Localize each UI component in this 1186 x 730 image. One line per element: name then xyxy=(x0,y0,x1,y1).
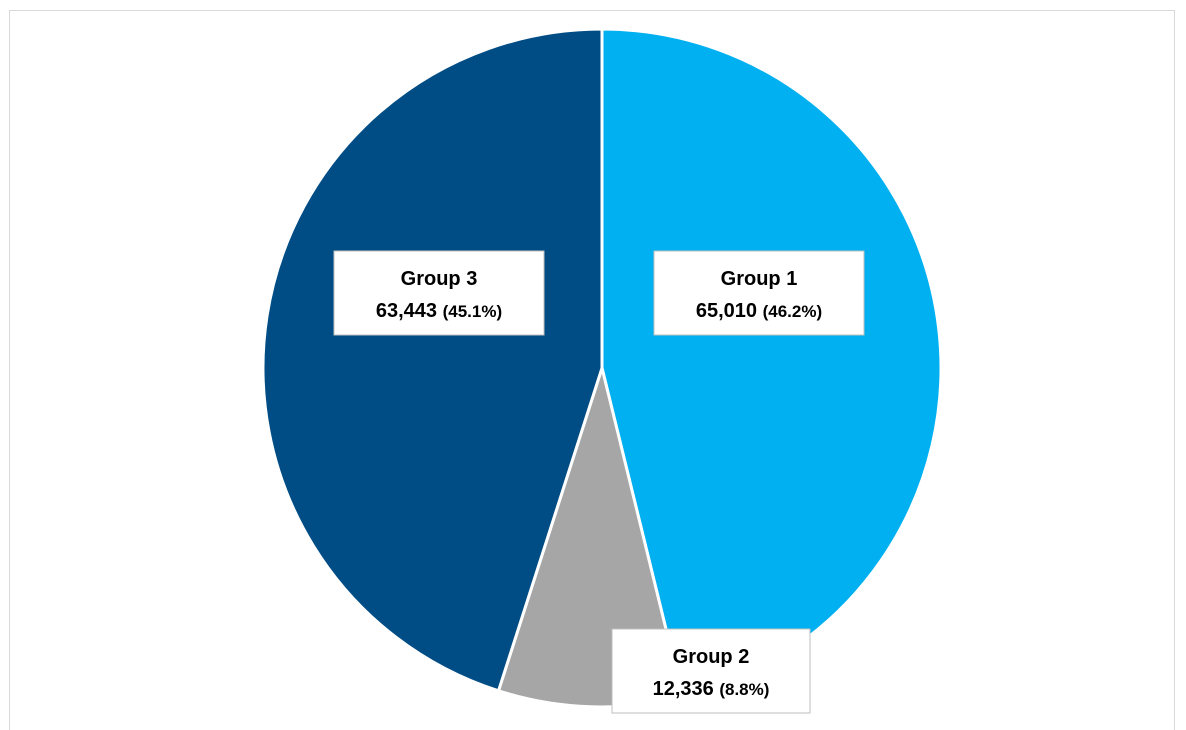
data-label-group-1: Group 1 65,010 (46.2%) xyxy=(653,250,865,336)
pie-slices xyxy=(261,27,943,709)
data-label-percent: (8.8%) xyxy=(719,680,769,699)
data-label-value: 12,336 (8.8%) xyxy=(653,678,770,700)
data-label-group-2: Group 2 12,336 (8.8%) xyxy=(611,628,811,714)
data-label-category: Group 2 xyxy=(673,646,750,668)
data-label-box xyxy=(333,250,545,336)
data-label-count: 63,443 xyxy=(376,300,443,322)
chart-frame xyxy=(9,10,1175,730)
data-label-count: 12,336 xyxy=(653,678,720,700)
data-label-value: 63,443 (45.1%) xyxy=(376,300,502,322)
data-label-box xyxy=(653,250,865,336)
data-label-value: 65,010 (46.2%) xyxy=(696,300,822,322)
data-label-category: Group 1 xyxy=(721,268,798,290)
data-label-group-3: Group 3 63,443 (45.1%) xyxy=(333,250,545,336)
pie-slice-group-3 xyxy=(261,27,604,693)
data-label-count: 65,010 xyxy=(696,300,763,322)
slice-labels: Group 1 65,010 (46.2%) Group 2 12,336 (8.8%… xyxy=(333,250,865,714)
pie-slice-group-1 xyxy=(600,27,943,699)
data-label-percent: (46.2%) xyxy=(763,302,823,321)
data-label-box xyxy=(611,628,811,714)
data-label-category: Group 3 xyxy=(401,268,478,290)
data-label-percent: (45.1%) xyxy=(443,302,503,321)
